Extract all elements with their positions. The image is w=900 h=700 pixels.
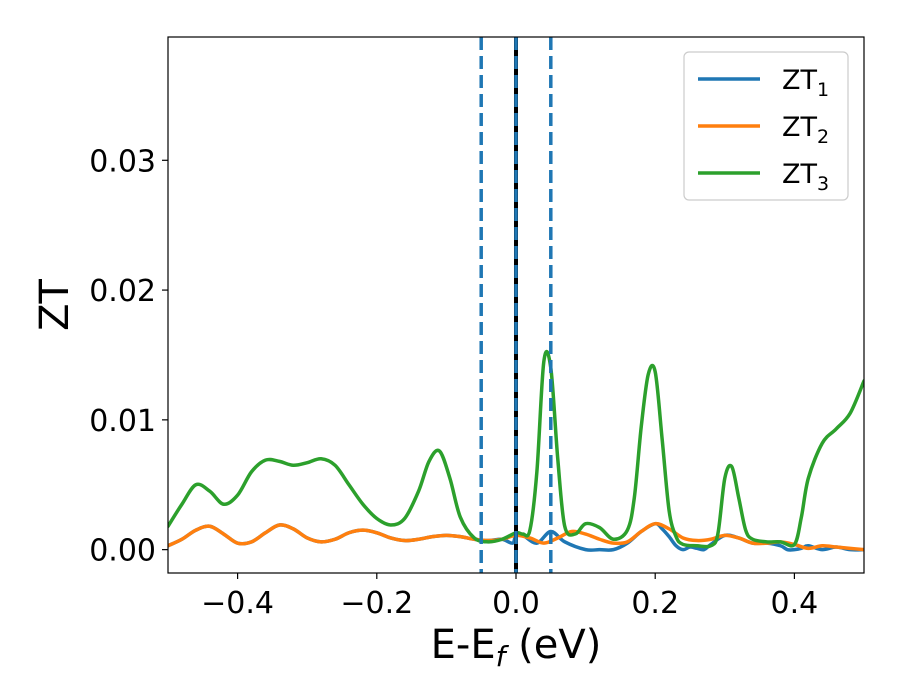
plot-area: [168, 37, 864, 573]
y-axis: 0.00 0.01 0.02 0.03: [89, 144, 168, 569]
legend-box: [683, 51, 849, 201]
x-tick-label: 0.4: [771, 586, 819, 621]
x-axis: −0.4 −0.2 0.0 0.2 0.4: [201, 573, 818, 621]
y-axis-label: ZT: [32, 279, 78, 331]
legend-label-zt2: ZT2: [782, 112, 829, 148]
x-axis-label: E-Ef (eV): [431, 622, 602, 673]
y-tick-label: 0.00: [89, 534, 156, 569]
x-tick-label: −0.4: [201, 586, 274, 621]
series-line-zt3: [168, 349, 864, 549]
x-tick-label: 0.2: [631, 586, 679, 621]
y-tick-label: 0.01: [89, 404, 156, 439]
legend-label-zt3: ZT3: [782, 159, 829, 195]
legend: ZT1 ZT2 ZT3: [683, 51, 849, 201]
x-tick-label: 0.0: [492, 586, 540, 621]
x-tick-label: −0.2: [340, 586, 413, 621]
legend-label-zt1: ZT1: [782, 65, 829, 101]
y-tick-label: 0.02: [89, 274, 156, 309]
y-tick-label: 0.03: [89, 144, 156, 179]
